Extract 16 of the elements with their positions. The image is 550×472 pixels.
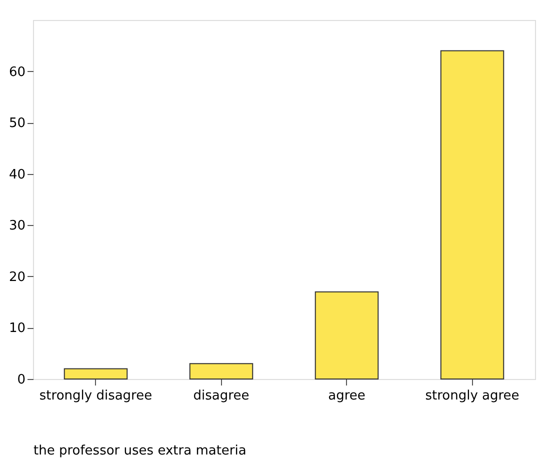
bar: [440, 50, 504, 380]
x-tick-label: strongly disagree: [39, 388, 152, 404]
y-tick-label: 30: [8, 218, 26, 234]
x-tick-label: agree: [328, 388, 366, 404]
y-tick-label: 20: [8, 270, 26, 285]
bar: [189, 363, 254, 380]
x-tick-label: disagree: [193, 388, 250, 404]
y-tick-label: 10: [8, 321, 26, 336]
x-axis-title: the professor uses extra materia: [34, 444, 246, 458]
y-tick-label: 40: [8, 167, 26, 182]
y-tick-label: 0: [17, 372, 26, 388]
y-tick-label: 50: [8, 116, 26, 132]
bar: [64, 368, 128, 380]
bar: [314, 291, 379, 380]
x-tick-label: strongly agree: [425, 388, 520, 404]
y-tick-label: 60: [8, 64, 26, 80]
